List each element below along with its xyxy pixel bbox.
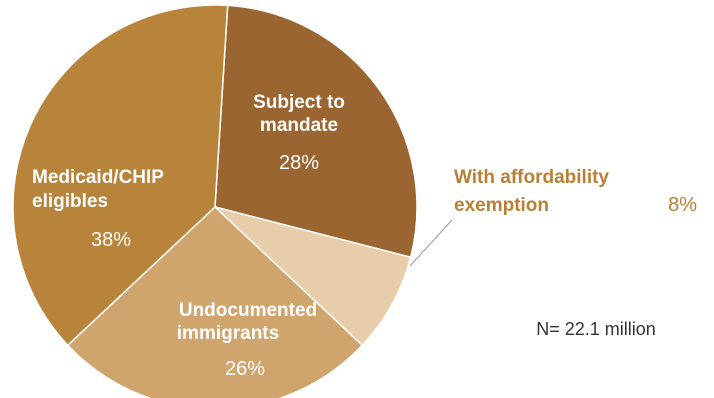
slice-label-undocumented-immigrants: Undocumented <box>179 300 317 321</box>
slice-label-subject-to-mandate: Subject to <box>253 92 345 113</box>
slice-subject-to-mandate <box>214 4 418 259</box>
slice-label-medicaid-chip: Medicaid/CHIP <box>32 167 164 188</box>
slice-label-medicaid-chip-line2: eligibles <box>32 191 108 212</box>
slice-label-undocumented-immigrants-line2: immigrants <box>177 323 279 344</box>
slice-undocumented-immigrants <box>66 205 364 398</box>
slice-value-subject-to-mandate: 28% <box>279 152 319 174</box>
pie-slices <box>12 4 418 398</box>
slice-value-affordability-exemption: 8% <box>668 194 697 216</box>
slice-label-affordability-exemption: With affordability <box>454 167 609 188</box>
slice-value-undocumented-immigrants: 26% <box>225 358 265 380</box>
leader-line <box>409 219 453 267</box>
slice-medicaid-chip <box>12 4 229 347</box>
slice-value-medicaid-chip: 38% <box>91 229 131 251</box>
slice-label-affordability-exemption-line2: exemption <box>454 195 549 216</box>
slice-affordability-exemption <box>214 206 412 347</box>
slice-label-subject-to-mandate-line2: mandate <box>260 115 338 136</box>
sample-size-annotation: N= 22.1 million <box>536 319 656 339</box>
